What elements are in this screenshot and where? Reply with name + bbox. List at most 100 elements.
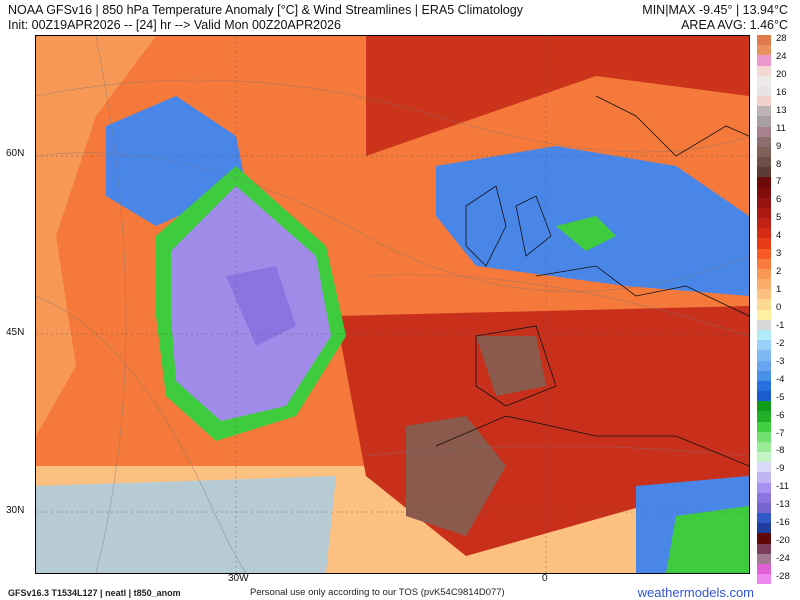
colorbar-bin: [757, 268, 771, 280]
cold-anomaly-center: [226, 266, 296, 346]
colorbar-bin: [757, 85, 771, 97]
colorbar-label: 8: [776, 158, 782, 170]
coastlines: [435, 95, 749, 467]
colorbar-bin: [757, 574, 771, 585]
colorbar-label: -1: [776, 319, 785, 331]
temperature-anomaly-map[interactable]: [35, 35, 750, 574]
colorbar-label: 20: [776, 68, 787, 80]
colorbar-bin: [757, 441, 771, 453]
colorbar-bin: [757, 350, 771, 361]
colorbar-label: -9: [776, 463, 785, 475]
colorbar-bin: [757, 462, 771, 473]
colorbar-bin: [757, 65, 771, 76]
colorbar-bin: [757, 340, 771, 351]
tos-notice: Personal use only according to our TOS (…: [250, 587, 505, 598]
colorbar-bin: [757, 513, 771, 524]
colorbar-bin: [757, 45, 771, 56]
colorbar-label: -28: [776, 571, 790, 582]
map-title: NOAA GFSv16 | 850 hPa Temperature Anomal…: [8, 3, 523, 17]
lat-label-45n: 45N: [6, 327, 25, 338]
cold-core-southeast: [666, 506, 749, 573]
colorbar-label: -11: [776, 481, 790, 493]
colorbar: [757, 35, 771, 585]
colorbar-bin: [757, 197, 771, 208]
colorbar-label: -13: [776, 499, 790, 511]
colorbar-bin: [757, 482, 771, 493]
colorbar-bin: [757, 401, 771, 412]
colorbar-label: 24: [776, 50, 787, 62]
hot-core-iberia: [476, 336, 546, 396]
graticule: [36, 36, 749, 573]
colorbar-bin: [757, 146, 771, 158]
colorbar-label: 7: [776, 176, 782, 188]
brand-link[interactable]: weathermodels.com: [637, 585, 754, 600]
colorbar-label: 13: [776, 104, 787, 116]
wind-streamlines: [36, 36, 749, 573]
colorbar-label: 0: [776, 302, 782, 313]
model-info: GFSv16.3 T1534L127 | neatl | t850_anom: [8, 588, 181, 598]
colorbar-label: 28: [776, 33, 787, 44]
colorbar-bin: [757, 55, 771, 66]
colorbar-bin: [757, 207, 771, 219]
colorbar-bin: [757, 492, 771, 503]
init-valid-time: Init: 00Z19APR2026 -- [24] hr --> Valid …: [8, 18, 341, 32]
colorbar-label: 16: [776, 86, 787, 98]
lat-label-30n: 30N: [6, 505, 25, 516]
colorbar-bin: [757, 187, 771, 198]
colorbar-label: -6: [776, 409, 785, 421]
colorbar-label: 1: [776, 284, 782, 296]
colorbar-bin: [757, 238, 771, 249]
colorbar-bin: [757, 380, 771, 392]
colorbar-label: -8: [776, 445, 785, 457]
colorbar-label: 6: [776, 194, 782, 206]
colorbar-bin: [757, 279, 771, 290]
colorbar-label: -20: [776, 535, 790, 547]
min-max-readout: MIN|MAX -9.45° | 13.94°C: [642, 3, 788, 17]
map-field: [36, 36, 749, 573]
colorbar-bin: [757, 502, 771, 514]
colorbar-bin: [757, 289, 771, 300]
colorbar-bin: [757, 553, 771, 564]
warm-zone-west: [36, 36, 156, 436]
colorbar-bin: [757, 136, 771, 147]
colorbar-bin: [757, 167, 771, 178]
colorbar-label: -24: [776, 553, 790, 565]
colorbar-bin: [757, 319, 771, 330]
cool-zone-southwest: [36, 476, 336, 573]
colorbar-bin: [757, 96, 771, 107]
colorbar-label: 5: [776, 212, 782, 224]
colorbar-bin: [757, 309, 771, 320]
colorbar-bin: [757, 523, 771, 534]
colorbar-label: 4: [776, 230, 782, 242]
colorbar-label: -5: [776, 391, 785, 403]
colorbar-bin: [757, 248, 771, 259]
colorbar-bin: [757, 421, 771, 432]
warm-zone-north: [366, 36, 749, 156]
area-average-readout: AREA AVG: 1.46°C: [681, 18, 788, 32]
colorbar-bin: [757, 543, 771, 554]
lat-label-60n: 60N: [6, 148, 25, 159]
colorbar-label: -4: [776, 373, 785, 385]
colorbar-label: -2: [776, 337, 785, 349]
colorbar-bin: [757, 106, 771, 117]
colorbar-bin: [757, 452, 771, 463]
lon-label-0: 0: [542, 573, 548, 584]
colorbar-bin: [757, 370, 771, 381]
colorbar-bin: [757, 411, 771, 422]
lon-label-30w: 30W: [228, 573, 249, 584]
hot-core-north-africa: [406, 416, 506, 536]
colorbar-bin: [757, 157, 771, 168]
colorbar-bin: [757, 329, 771, 341]
colorbar-bin: [757, 228, 771, 239]
colorbar-bin: [757, 126, 771, 137]
colorbar-label: 2: [776, 266, 782, 278]
colorbar-bin: [757, 299, 771, 310]
colorbar-bin: [757, 533, 771, 544]
colorbar-bin: [757, 35, 771, 46]
colorbar-label: 3: [776, 248, 782, 260]
colorbar-label: -7: [776, 427, 785, 439]
colorbar-bin: [757, 177, 771, 188]
colorbar-label: -3: [776, 355, 785, 367]
colorbar-bin: [757, 360, 771, 371]
colorbar-bin: [757, 563, 771, 575]
